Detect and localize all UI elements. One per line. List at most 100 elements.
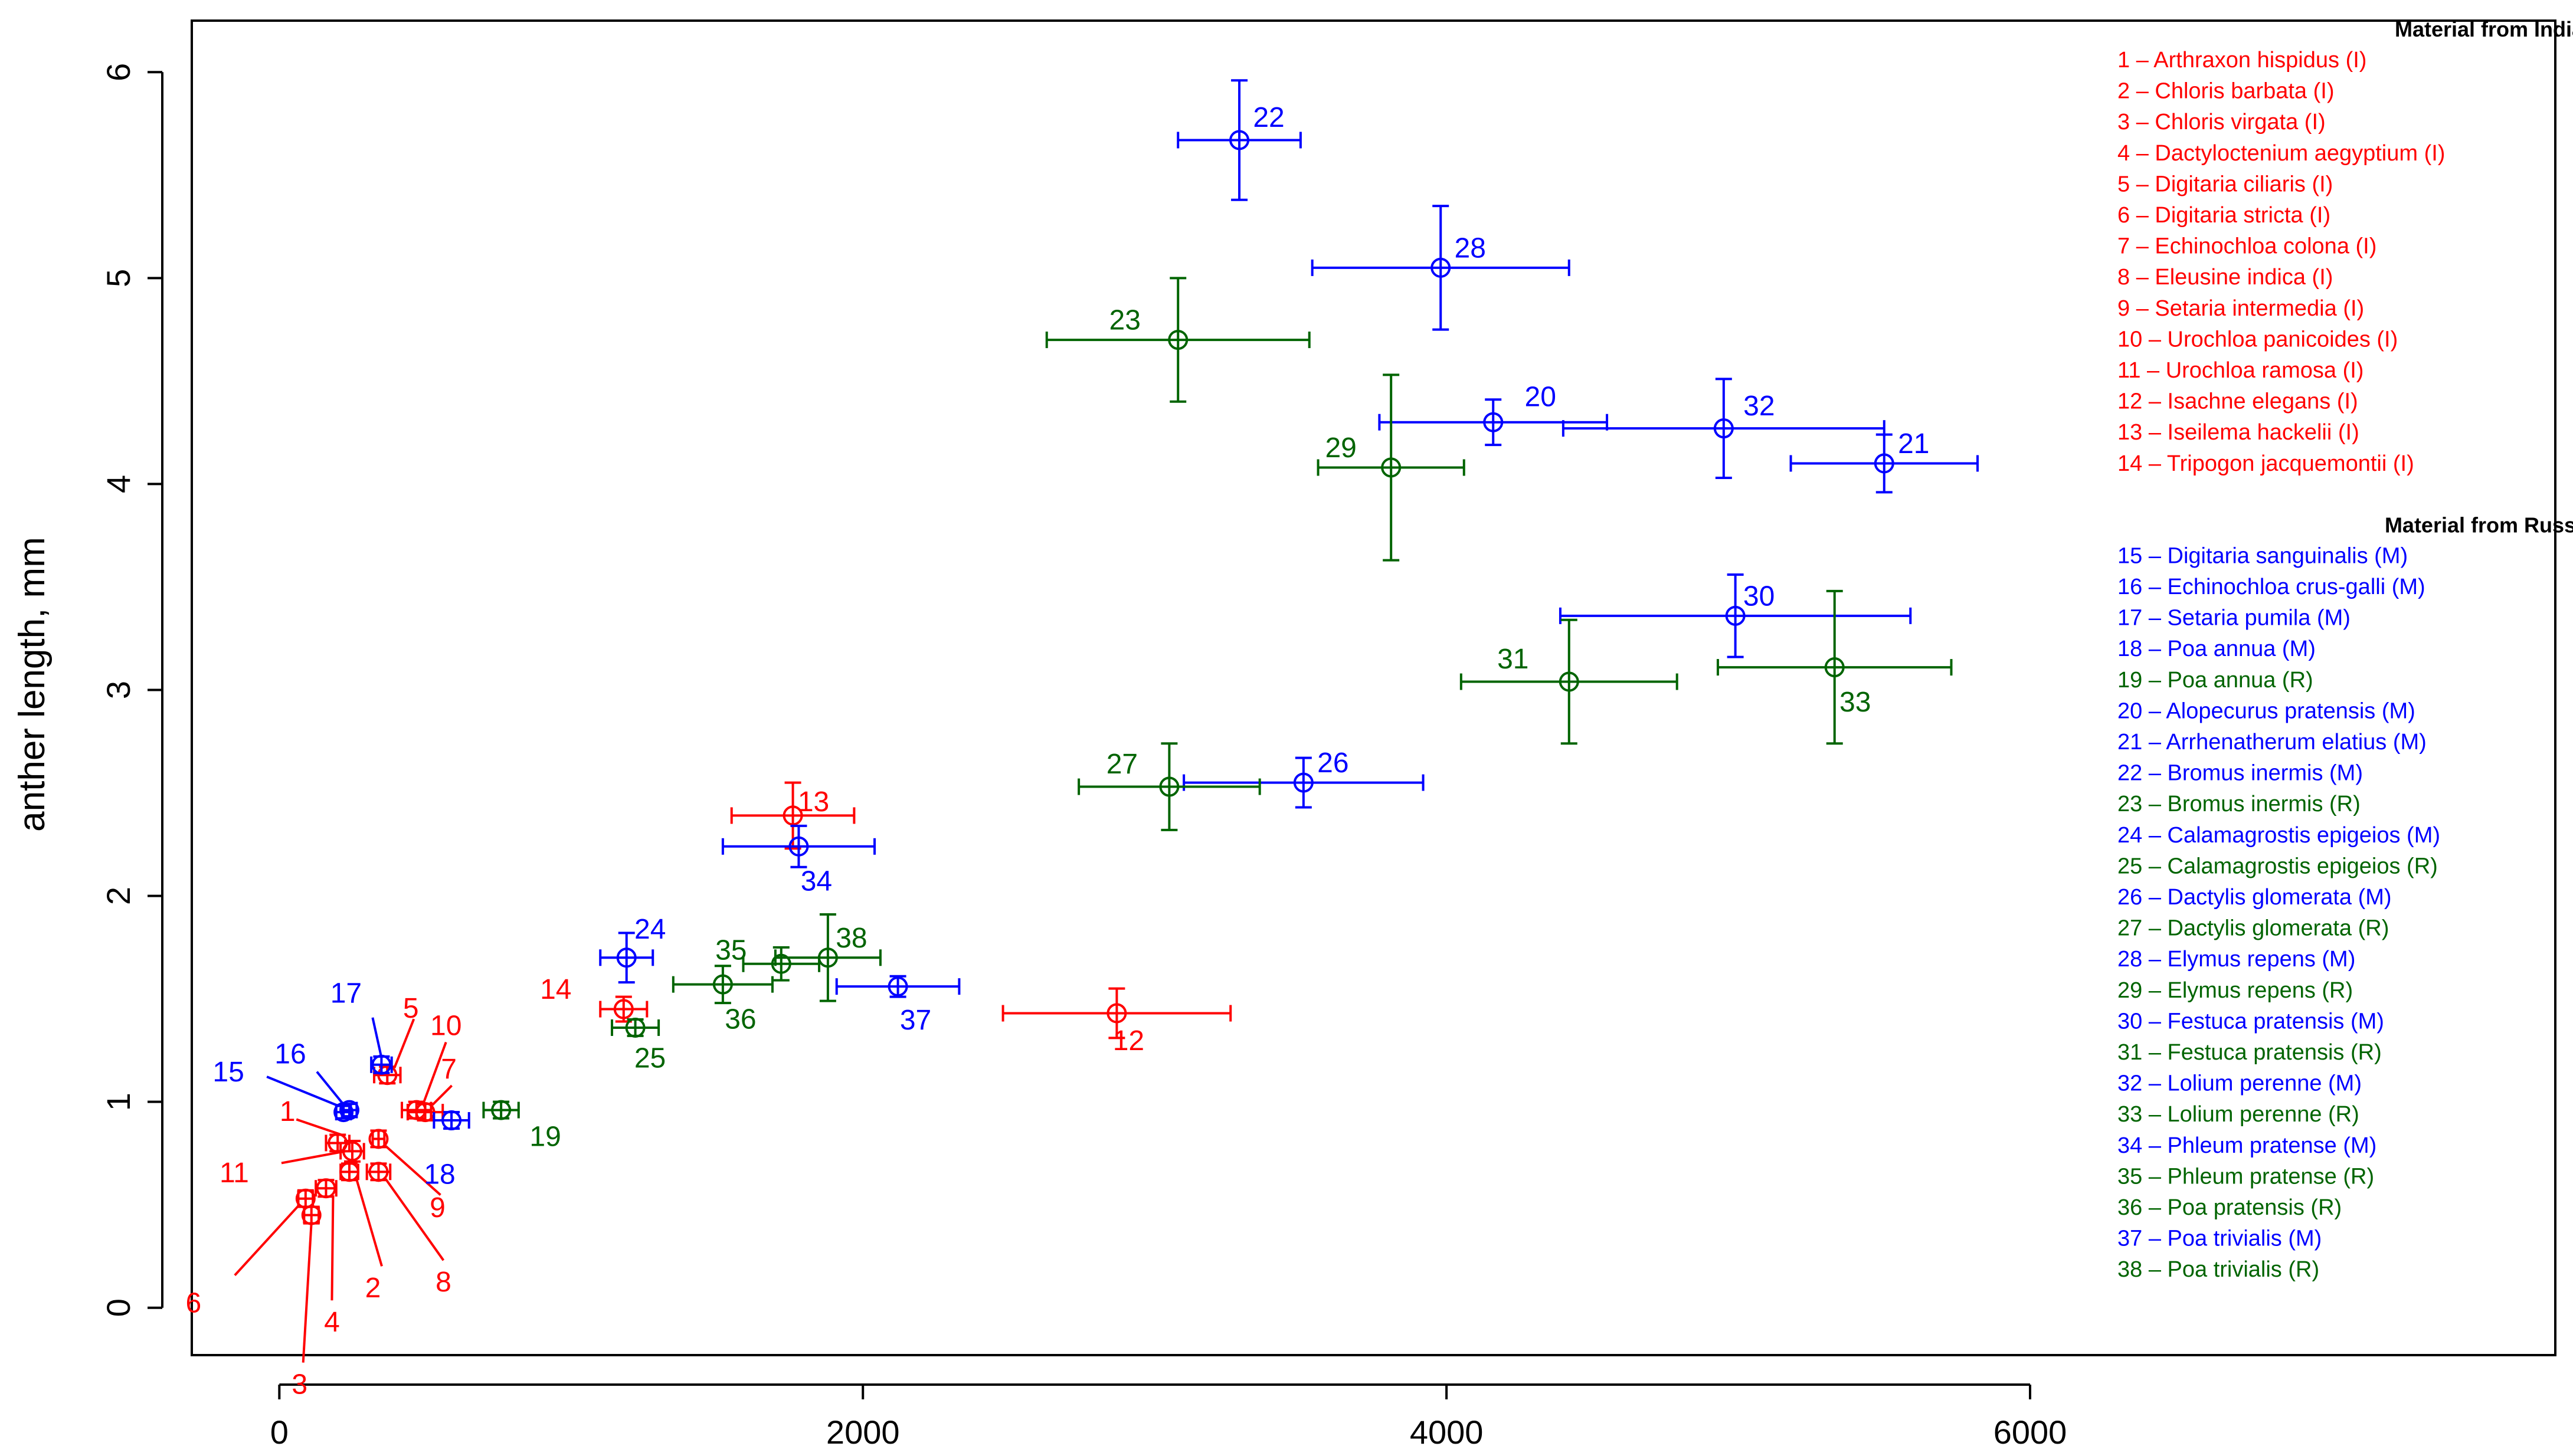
data-point-31: 31 [1459, 618, 1678, 745]
legend-item-7: 7 – Echinochloa colona (I) [2117, 234, 2376, 259]
data-point-9: 9 [368, 1129, 446, 1224]
label-leader-line [316, 1071, 343, 1104]
data-point-3: 3 [292, 1205, 322, 1400]
point-marker [1159, 776, 1180, 797]
point-label: 25 [634, 1043, 666, 1074]
label-leader-line [385, 1145, 441, 1196]
point-label: 12 [1113, 1025, 1144, 1057]
point-marker [1874, 453, 1894, 474]
legend-item-9: 9 – Setaria intermedia (I) [2117, 296, 2364, 321]
point-label: 2 [365, 1273, 381, 1304]
point-marker [1229, 130, 1250, 150]
point-marker [1430, 257, 1451, 278]
point-marker [613, 999, 634, 1019]
legend-item-16: 16 – Echinochloa crus-galli (M) [2117, 575, 2425, 599]
point-label: 5 [403, 993, 419, 1024]
label-leader-line [234, 1205, 300, 1277]
legend: Material from India 1 – Arthraxon hispidu… [2117, 17, 2573, 1282]
point-label: 30 [1743, 581, 1775, 612]
legend-item-31: 31 – Festuca pratensis (R) [2117, 1040, 2382, 1065]
data-point-4: 4 [315, 1178, 340, 1338]
data-series: 1234567891011121314151617181920212223242… [185, 79, 1979, 1400]
point-label: 24 [634, 914, 666, 945]
point-label: 6 [185, 1287, 201, 1319]
point-label: 26 [1317, 747, 1348, 779]
data-point-24: 24 [599, 914, 666, 984]
legend-heading: Material from India [2395, 17, 2573, 41]
data-point-21: 21 [1789, 428, 1979, 494]
point-marker [316, 1178, 336, 1199]
legend-item-14: 14 – Tripogon jacquemontii (I) [2117, 451, 2414, 476]
point-label: 34 [801, 865, 832, 897]
point-marker [368, 1129, 389, 1149]
data-point-2: 2 [339, 1162, 383, 1304]
label-leader-line [296, 1118, 345, 1137]
legend-item-22: 22 – Bromus inermis (M) [2117, 761, 2363, 786]
point-marker [616, 947, 637, 968]
data-point-33: 33 [1716, 589, 1953, 745]
point-marker [295, 1188, 316, 1209]
data-point-1: 1 [280, 1096, 351, 1153]
point-marker [1483, 412, 1504, 432]
legend-item-6: 6 – Digitaria stricta (I) [2117, 203, 2330, 228]
data-point-18: 18 [424, 1110, 470, 1191]
data-point-22: 22 [1177, 79, 1302, 201]
data-point-36: 36 [672, 965, 774, 1035]
y-tick-label: 0 [100, 1298, 137, 1317]
plot-frame [191, 19, 2556, 1356]
point-label: 10 [430, 1010, 461, 1041]
legend-item-19: 19 – Poa annua (R) [2117, 668, 2313, 693]
legend-item-26: 26 – Dactylis glomerata (M) [2117, 885, 2392, 910]
legend-item-5: 5 – Digitaria ciliaris (I) [2117, 172, 2333, 196]
y-tick-label: 6 [100, 63, 137, 81]
data-point-34: 34 [721, 824, 876, 897]
point-label: 3 [292, 1369, 307, 1400]
point-marker [406, 1100, 427, 1120]
legend-item-28: 28 – Elymus repens (M) [2117, 947, 2355, 972]
label-leader-line [302, 1222, 313, 1363]
point-label: 11 [220, 1157, 249, 1189]
point-marker [1559, 671, 1579, 692]
data-point-10: 10 [401, 1010, 461, 1120]
label-leader-line [371, 1017, 383, 1058]
legend-item-29: 29 – Elymus repens (R) [2117, 978, 2353, 1003]
point-label: 7 [441, 1054, 457, 1085]
legend-item-37: 37 – Poa trivialis (M) [2117, 1227, 2322, 1251]
label-leader-line [393, 1018, 415, 1068]
legend-item-15: 15 – Digitaria sanguinalis (M) [2117, 543, 2408, 568]
point-label: 21 [1898, 428, 1929, 460]
y-tick-label: 4 [100, 475, 137, 493]
label-leader-line [266, 1075, 337, 1106]
legend-item-27: 27 – Dactylis glomerata (R) [2117, 916, 2389, 941]
point-label: 20 [1525, 381, 1556, 412]
label-leader-line [281, 1150, 346, 1165]
point-label: 33 [1839, 687, 1871, 718]
point-label: 38 [836, 923, 867, 954]
point-label: 23 [1109, 305, 1141, 336]
point-label: 1 [280, 1096, 296, 1127]
data-point-19: 19 [482, 1100, 561, 1152]
label-leader-line [355, 1178, 383, 1267]
point-label: 15 [212, 1057, 244, 1088]
point-marker [1381, 457, 1402, 478]
legend-item-8: 8 – Eleusine indica (I) [2117, 265, 2333, 290]
x-tick-label: 4000 [1410, 1414, 1484, 1451]
point-marker [1293, 772, 1314, 793]
x-tick-label: 0 [270, 1414, 289, 1451]
point-marker [377, 1065, 398, 1086]
point-label: 28 [1455, 233, 1486, 264]
legend-item-3: 3 – Chloris virgata (I) [2117, 110, 2326, 135]
data-point-20: 20 [1378, 381, 1609, 447]
point-label: 13 [798, 786, 829, 818]
point-marker [1713, 418, 1734, 439]
point-label: 35 [715, 934, 747, 966]
point-marker [712, 974, 733, 995]
legend-item-17: 17 – Setaria pumila (M) [2117, 606, 2351, 631]
point-label: 31 [1497, 644, 1528, 675]
legend-item-10: 10 – Urochloa panicoides (I) [2117, 327, 2398, 352]
data-point-5: 5 [373, 993, 419, 1086]
point-marker [1824, 657, 1845, 678]
label-leader-line [422, 1041, 447, 1104]
